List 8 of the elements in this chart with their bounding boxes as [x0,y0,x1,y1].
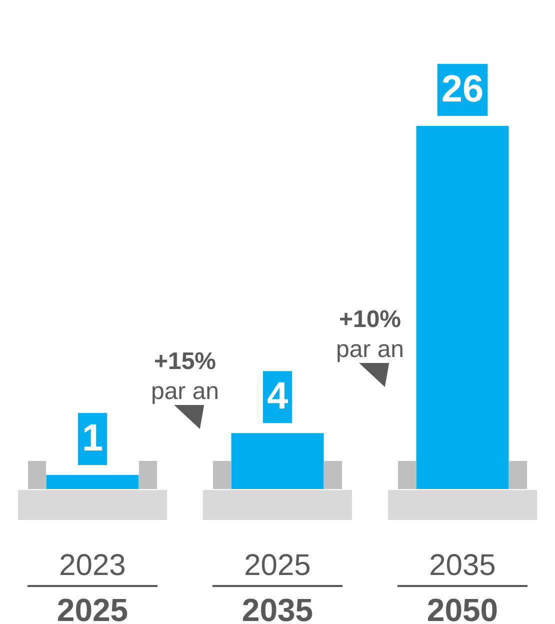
x-tick-label: 2023 2025 [56,549,128,624]
data-label: 1 [82,418,104,460]
x-tick-label: 2025 2035 [242,549,314,624]
annotation: +15% par an [150,348,220,406]
annotation: +10% par an [336,306,404,364]
data-label: 4 [266,376,288,418]
data-label: 26 [441,68,484,110]
x-tick-label: 2035 2050 [426,549,498,624]
